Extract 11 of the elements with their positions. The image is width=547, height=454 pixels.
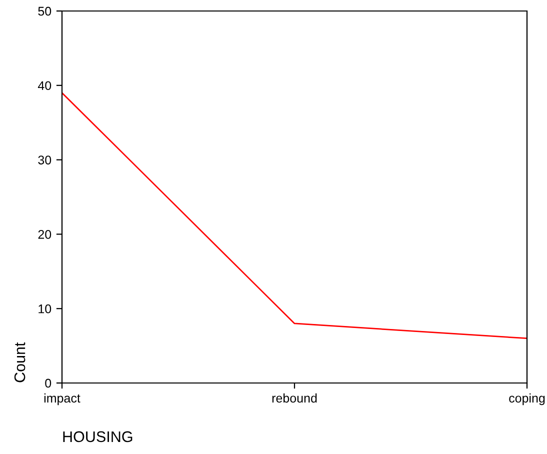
y-tick-label: 10: [38, 304, 52, 314]
y-tick-label: 0: [45, 378, 52, 388]
y-axis-title: Count: [14, 342, 26, 382]
x-tick-label: impact: [44, 393, 80, 406]
y-tick-label: 20: [38, 230, 52, 239]
x-tick-label: rebound: [272, 393, 317, 403]
y-tick-label: 40: [38, 81, 52, 90]
x-tick-label: coping: [509, 393, 545, 406]
y-tick-label: 30: [38, 156, 52, 164]
y-tick-label: 50: [38, 6, 52, 16]
x-axis-title: HOUSING: [63, 431, 132, 442]
